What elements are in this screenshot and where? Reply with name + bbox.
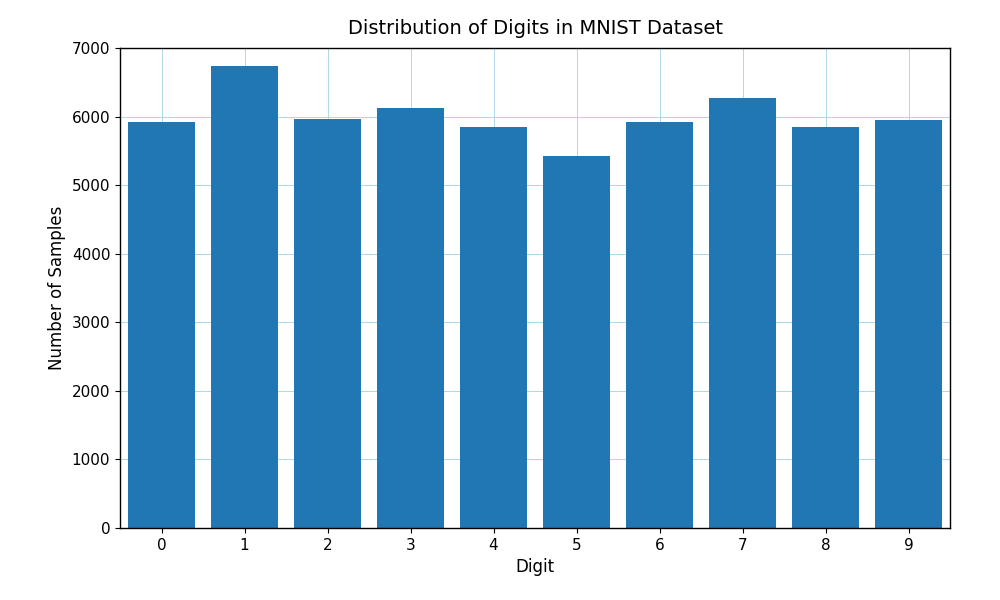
Bar (709, 98, 776, 528)
Bar (626, 122, 693, 528)
Bar (128, 122, 195, 528)
X-axis label: Digit: Digit (515, 558, 555, 576)
Bar (543, 156, 610, 528)
Bar (377, 107, 444, 528)
Y-axis label: Number of Samples: Number of Samples (48, 206, 66, 370)
Bar (211, 65, 278, 528)
Bar (294, 119, 361, 528)
Bar (460, 127, 527, 528)
Bar (792, 127, 859, 528)
Bar (875, 120, 942, 528)
Title: Distribution of Digits in MNIST Dataset: Distribution of Digits in MNIST Dataset (348, 19, 722, 38)
